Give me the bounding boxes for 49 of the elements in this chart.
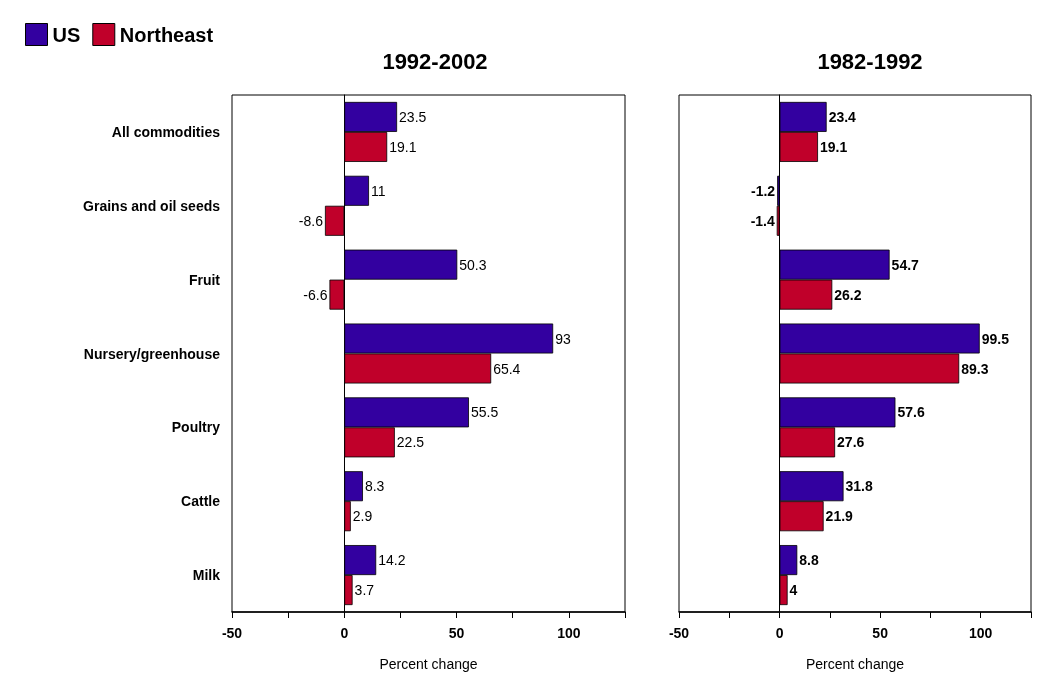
data-label: 65.4 <box>493 360 521 377</box>
x-tick-label: 0 <box>340 625 349 641</box>
data-label: 89.3 <box>961 360 989 377</box>
y-tick-label: Fruit <box>188 271 221 288</box>
y-tick-label: Nursery/greenhouse <box>83 345 221 362</box>
x-tick-label: 100 <box>557 625 581 641</box>
legend-label: US <box>52 23 81 46</box>
data-label: -1.2 <box>751 182 776 199</box>
data-label: 54.7 <box>891 256 920 273</box>
data-label: 23.5 <box>399 108 427 125</box>
data-label: 93 <box>555 330 571 347</box>
y-tick-label: Poultry <box>171 419 221 436</box>
data-label: -1.4 <box>750 212 775 229</box>
y-tick-label: Grains and oil seeds <box>83 197 221 214</box>
x-tick-label: -50 <box>221 625 243 641</box>
data-label: 31.8 <box>845 478 873 495</box>
x-tick-label: 100 <box>969 625 993 641</box>
data-label: 19.1 <box>819 138 848 155</box>
chart-title: 1982-1992 <box>817 48 923 74</box>
y-tick-label: Cattle <box>181 493 221 510</box>
chart-title: 1992-2002 <box>382 48 488 74</box>
data-label: 57.6 <box>897 404 925 421</box>
x-axis-title: Percent change <box>379 656 478 672</box>
data-label: 11 <box>370 182 386 199</box>
x-axis-title: Percent change <box>805 656 905 672</box>
data-label: 26.2 <box>834 286 862 303</box>
x-tick-label: -50 <box>668 625 690 641</box>
data-label: 50.3 <box>459 256 487 273</box>
data-label: -8.6 <box>298 212 324 229</box>
y-tick-label: Milk <box>192 567 221 584</box>
data-label: 55.5 <box>470 404 499 421</box>
data-label: 14.2 <box>378 552 406 569</box>
data-label: 19.1 <box>389 138 417 155</box>
data-label: 23.4 <box>828 108 857 125</box>
data-label: -6.6 <box>303 286 328 303</box>
data-label: 8.3 <box>364 478 385 495</box>
x-tick-label: 0 <box>775 625 784 641</box>
data-label: 22.5 <box>396 434 425 451</box>
data-label: 21.9 <box>825 508 854 525</box>
data-label: 2.9 <box>352 508 373 525</box>
data-label: 3.7 <box>354 582 375 599</box>
data-label: 4 <box>789 582 798 599</box>
data-label: 8.8 <box>799 552 819 569</box>
x-tick-label: 50 <box>448 625 465 641</box>
data-label: 99.5 <box>981 330 1010 347</box>
x-tick-label: 50 <box>872 625 889 641</box>
legend-label: Northeast <box>119 23 214 46</box>
y-tick-label: All commodities <box>111 123 221 140</box>
data-label: 27.6 <box>837 434 865 451</box>
